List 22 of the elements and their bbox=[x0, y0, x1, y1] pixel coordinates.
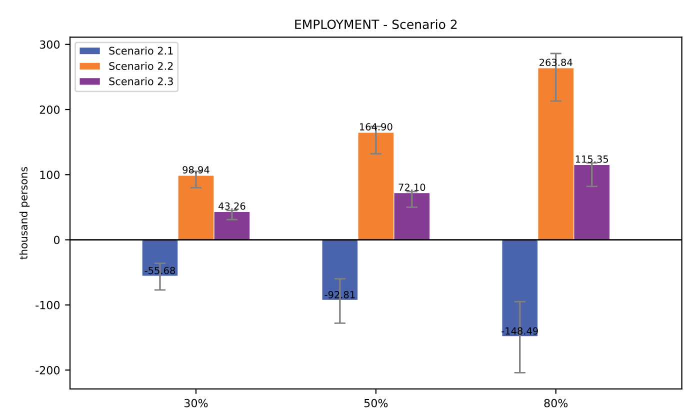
data-label: 115.35 bbox=[576, 155, 608, 163]
y-tick-label: -100 bbox=[36, 300, 60, 310]
data-label: -92.81 bbox=[324, 291, 355, 298]
data-label: 43.26 bbox=[218, 202, 246, 210]
y-tick-label: 300 bbox=[40, 40, 60, 49]
chart-title: EMPLOYMENT - Scenario 2 bbox=[295, 19, 457, 30]
x-tick-label: 80% bbox=[544, 398, 568, 408]
y-tick-label: 200 bbox=[40, 105, 60, 114]
data-label: 164.90 bbox=[360, 123, 392, 130]
y-tick-label: -200 bbox=[36, 366, 60, 374]
data-label: -55.68 bbox=[144, 266, 175, 274]
data-label: 72.10 bbox=[398, 184, 426, 191]
x-tick-label: 30% bbox=[184, 398, 208, 408]
legend-label: Scenario 2.1 bbox=[109, 46, 173, 55]
y-tick-label: 0 bbox=[54, 236, 60, 244]
y-tick-label: 100 bbox=[40, 170, 60, 180]
legend-label: Scenario 2.3 bbox=[109, 77, 173, 86]
y-axis-title: thousand persons bbox=[19, 167, 30, 260]
data-label: 263.84 bbox=[540, 58, 572, 66]
data-label: 98.94 bbox=[182, 166, 210, 174]
x-tick-label: 50% bbox=[364, 398, 388, 408]
legend-label: Scenario 2.2 bbox=[109, 62, 173, 70]
